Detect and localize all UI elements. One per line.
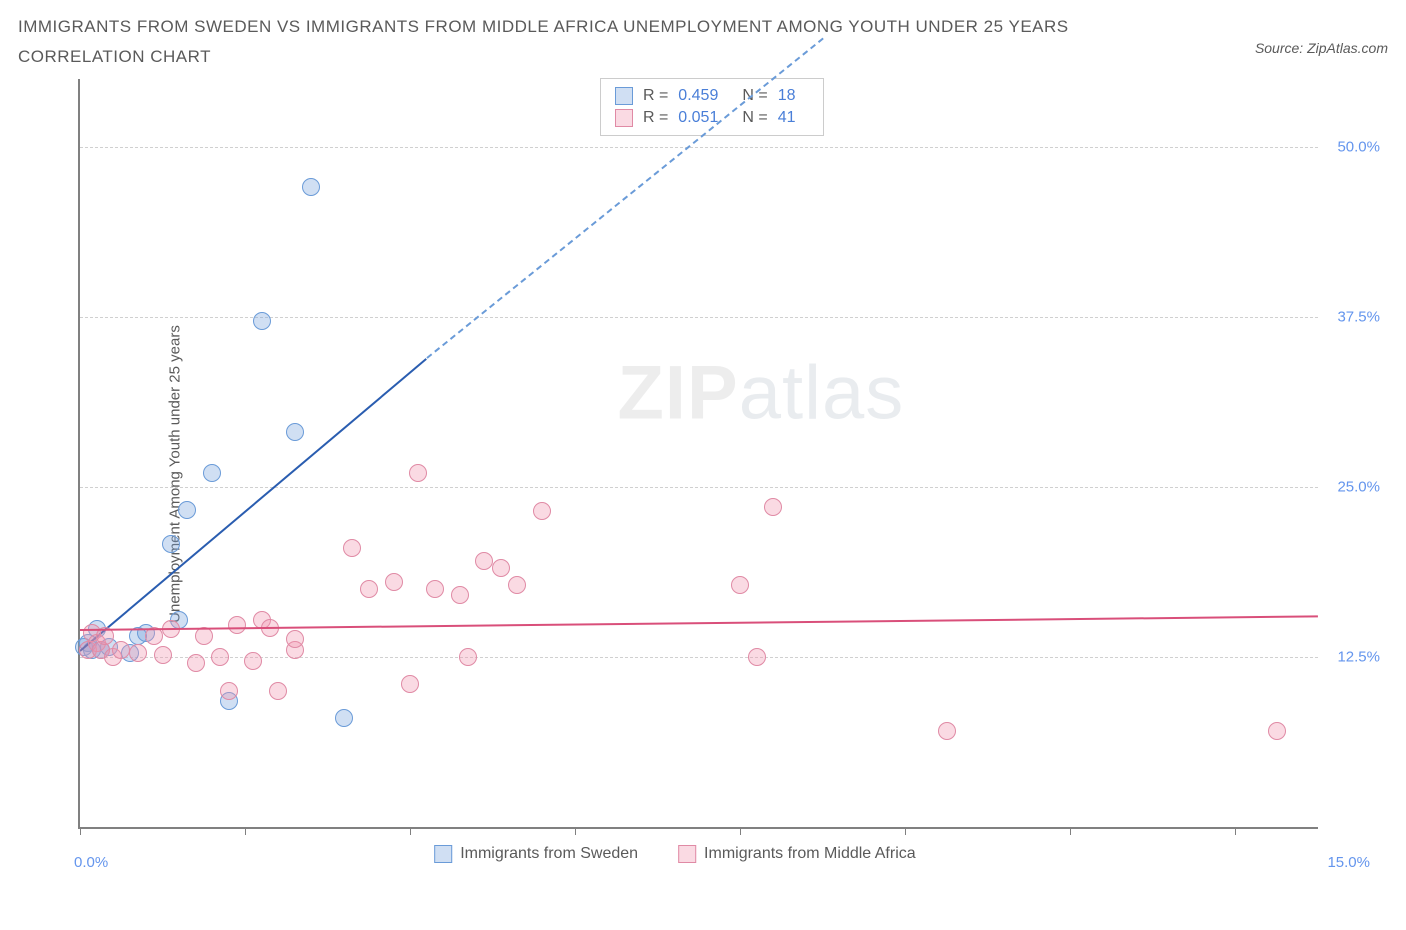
- scatter-point: [409, 464, 427, 482]
- x-axis-min-label: 0.0%: [74, 854, 108, 871]
- legend-swatch: [678, 845, 696, 863]
- scatter-point: [459, 648, 477, 666]
- scatter-point: [764, 498, 782, 516]
- chart-container: Unemployment Among Youth under 25 years …: [18, 79, 1388, 869]
- x-axis-max-label: 15.0%: [1327, 854, 1370, 871]
- stat-n-value: 18: [778, 87, 796, 105]
- y-tick-label: 12.5%: [1337, 648, 1380, 665]
- chart-source: Source: ZipAtlas.com: [1255, 40, 1388, 56]
- stats-row: R = 0.459 N = 18: [615, 85, 810, 107]
- scatter-point: [302, 178, 320, 196]
- x-tick: [575, 827, 576, 835]
- legend-swatch: [434, 845, 452, 863]
- legend-label: Immigrants from Sweden: [460, 845, 638, 863]
- scatter-point: [286, 630, 304, 648]
- y-tick-label: 37.5%: [1337, 308, 1380, 325]
- x-tick: [245, 827, 246, 835]
- watermark: ZIPatlas: [618, 349, 905, 436]
- gridline: [80, 147, 1318, 148]
- x-tick: [1070, 827, 1071, 835]
- gridline: [80, 657, 1318, 658]
- x-tick: [1235, 827, 1236, 835]
- scatter-point: [187, 654, 205, 672]
- scatter-point: [253, 312, 271, 330]
- scatter-point: [533, 502, 551, 520]
- legend-label: Immigrants from Middle Africa: [704, 845, 916, 863]
- scatter-point: [178, 501, 196, 519]
- x-tick: [410, 827, 411, 835]
- scatter-point: [203, 464, 221, 482]
- scatter-point: [343, 539, 361, 557]
- stat-n-label: N =: [742, 87, 767, 105]
- scatter-point: [938, 722, 956, 740]
- scatter-point: [211, 648, 229, 666]
- plot-area: ZIPatlas R = 0.459N = 18R = 0.051N = 41 …: [78, 79, 1318, 829]
- scatter-point: [112, 641, 130, 659]
- chart-title: IMMIGRANTS FROM SWEDEN VS IMMIGRANTS FRO…: [18, 12, 1069, 43]
- scatter-point: [335, 709, 353, 727]
- stat-r-label: R =: [643, 109, 668, 127]
- watermark-thin: atlas: [739, 350, 905, 435]
- scatter-point: [228, 616, 246, 634]
- scatter-point: [385, 573, 403, 591]
- stat-n-value: 41: [778, 109, 796, 127]
- scatter-point: [731, 576, 749, 594]
- x-tick: [740, 827, 741, 835]
- scatter-point: [286, 423, 304, 441]
- legend-swatch: [615, 87, 633, 105]
- scatter-point: [360, 580, 378, 598]
- scatter-point: [220, 682, 238, 700]
- scatter-point: [269, 682, 287, 700]
- scatter-point: [162, 535, 180, 553]
- x-tick: [905, 827, 906, 835]
- scatter-point: [748, 648, 766, 666]
- gridline: [80, 487, 1318, 488]
- scatter-point: [401, 675, 419, 693]
- scatter-point: [508, 576, 526, 594]
- legend-item: Immigrants from Sweden: [434, 845, 638, 863]
- scatter-point: [492, 559, 510, 577]
- trendline: [79, 358, 427, 652]
- y-tick-label: 25.0%: [1337, 478, 1380, 495]
- stat-r-label: R =: [643, 87, 668, 105]
- scatter-point: [426, 580, 444, 598]
- scatter-point: [1268, 722, 1286, 740]
- stat-r-value: 0.459: [678, 87, 718, 105]
- scatter-point: [451, 586, 469, 604]
- scatter-point: [154, 646, 172, 664]
- legend: Immigrants from Sweden Immigrants from Mi…: [434, 845, 915, 863]
- stat-n-label: N =: [742, 109, 767, 127]
- x-tick: [80, 827, 81, 835]
- y-tick-label: 50.0%: [1337, 138, 1380, 155]
- scatter-point: [129, 644, 147, 662]
- scatter-point: [475, 552, 493, 570]
- legend-item: Immigrants from Middle Africa: [678, 845, 916, 863]
- scatter-point: [195, 627, 213, 645]
- legend-swatch: [615, 109, 633, 127]
- scatter-point: [244, 652, 262, 670]
- chart-subtitle: CORRELATION CHART: [18, 47, 1069, 67]
- watermark-bold: ZIP: [618, 350, 739, 435]
- stat-r-value: 0.051: [678, 109, 718, 127]
